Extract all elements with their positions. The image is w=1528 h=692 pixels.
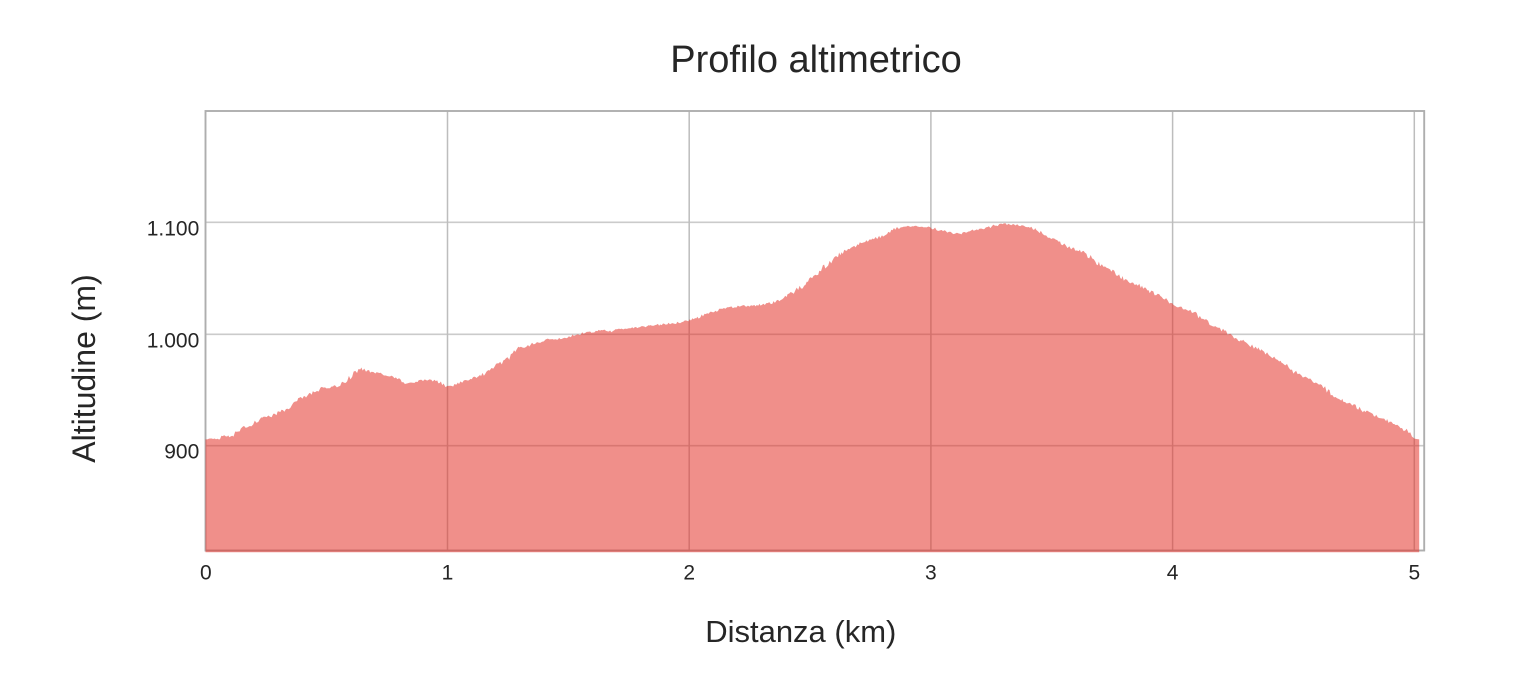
svg-text:5: 5 xyxy=(1408,562,1420,585)
svg-text:Profilo altimetrico: Profilo altimetrico xyxy=(670,39,961,81)
svg-text:1.100: 1.100 xyxy=(147,217,200,240)
svg-text:2: 2 xyxy=(683,562,695,585)
svg-text:3: 3 xyxy=(925,562,937,585)
svg-text:1.000: 1.000 xyxy=(147,329,200,352)
svg-text:Altitudine (m): Altitudine (m) xyxy=(66,274,102,463)
svg-text:Distanza (km): Distanza (km) xyxy=(705,614,896,649)
svg-text:4: 4 xyxy=(1167,562,1179,585)
svg-text:1: 1 xyxy=(442,562,454,585)
svg-text:0: 0 xyxy=(200,562,212,585)
svg-text:900: 900 xyxy=(164,441,199,464)
